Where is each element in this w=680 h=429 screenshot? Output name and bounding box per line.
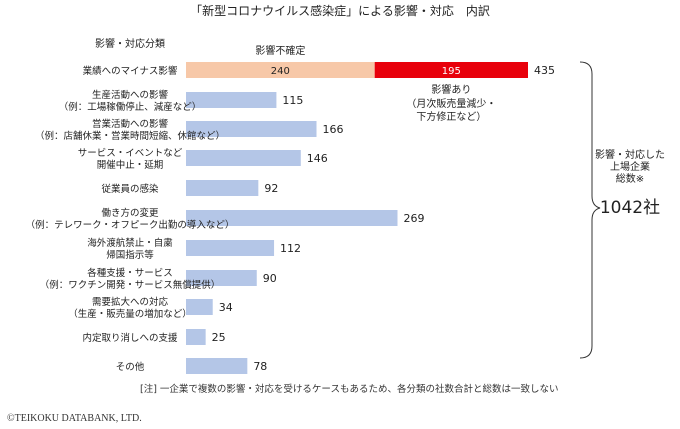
bar bbox=[186, 270, 257, 286]
bar-value-label: 435 bbox=[534, 64, 555, 77]
bar bbox=[186, 150, 301, 166]
category-label: （例：テレワーク・オフピーク出勤の導入など） bbox=[26, 219, 235, 231]
category-header: 影響・対応分類 bbox=[95, 37, 165, 50]
category-label: 内定取り消しへの支援 bbox=[82, 332, 178, 344]
bar-value-label: 269 bbox=[403, 212, 424, 225]
bar-value-label: 25 bbox=[212, 331, 226, 344]
category-label: 働き方の変更 bbox=[101, 207, 159, 219]
bars: 240 195 435 115 166 146 92 269 112 90 34 25 78 bbox=[186, 62, 555, 374]
bar-value-label: 92 bbox=[264, 182, 278, 195]
segment-label-uncertain: 影響不確定 bbox=[255, 44, 305, 57]
category-label: 営業活動への影響 bbox=[92, 118, 169, 130]
category-label: 需要拡大への対応 bbox=[92, 296, 169, 308]
bar bbox=[186, 92, 277, 108]
category-label: 業績へのマイナス影響 bbox=[83, 65, 178, 77]
bar-value-label: 115 bbox=[282, 94, 303, 107]
bar-segment-affected bbox=[374, 62, 528, 78]
segment-label-affected: 影響あり bbox=[431, 83, 471, 96]
bar-value-label: 112 bbox=[280, 242, 301, 255]
footnote: [注] 一企業で複数の影響・対応を受けるケースもあるため、各分類の社数合計と総数… bbox=[140, 383, 558, 395]
category-label: 開催中止・延期 bbox=[97, 159, 164, 171]
bar-segment-value: 240 bbox=[271, 66, 290, 77]
category-label: その他 bbox=[116, 361, 145, 373]
total-label: 影響・対応した bbox=[595, 148, 665, 161]
bar-value-label: 78 bbox=[253, 360, 267, 373]
copyright: ©TEIKOKU DATABANK, LTD. bbox=[7, 413, 142, 424]
category-label: 帰国指示等 bbox=[106, 249, 154, 261]
category-label: （生産・販売量の増加など） bbox=[68, 308, 192, 320]
bar-value-label: 34 bbox=[219, 301, 233, 314]
bar bbox=[186, 358, 248, 374]
category-label: （例：店舗休業・営業時間短縮、休館など） bbox=[35, 130, 225, 142]
category-label: 各種支援・サービス bbox=[87, 267, 173, 279]
category-label: （例：工場稼働停止、減産など） bbox=[59, 101, 202, 113]
category-label: （例：ワクチン開発・サービス無償提供） bbox=[40, 279, 221, 291]
chart-title: 「新型コロナウイルス感染症」による影響・対応 内訳 bbox=[190, 3, 490, 18]
segment-sublabel: 下方修正など） bbox=[416, 110, 486, 123]
bar-segment-value: 195 bbox=[442, 66, 461, 77]
bar bbox=[186, 121, 317, 137]
bar-value-label: 90 bbox=[263, 272, 277, 285]
category-label: サービス・イベントなど bbox=[78, 148, 183, 159]
category-label: 海外渡航禁止・自粛 bbox=[87, 237, 173, 249]
bar bbox=[186, 329, 206, 345]
bar-segment-uncertain bbox=[186, 62, 375, 78]
category-label: 生産活動への影響 bbox=[92, 89, 169, 101]
segment-sublabel: （月次販売量減少・ bbox=[406, 97, 496, 110]
bar bbox=[186, 299, 213, 315]
total-bracket bbox=[579, 61, 601, 359]
total-label: 上場企業 bbox=[610, 160, 650, 173]
bar-value-label: 166 bbox=[323, 123, 344, 136]
bar bbox=[186, 180, 259, 196]
total-label: 総数※ bbox=[616, 172, 644, 185]
total-value: 1042社 bbox=[600, 198, 660, 218]
bar bbox=[186, 240, 275, 256]
bar bbox=[186, 210, 398, 226]
category-label: 従業員の感染 bbox=[101, 183, 159, 195]
bar-value-label: 146 bbox=[307, 152, 328, 165]
